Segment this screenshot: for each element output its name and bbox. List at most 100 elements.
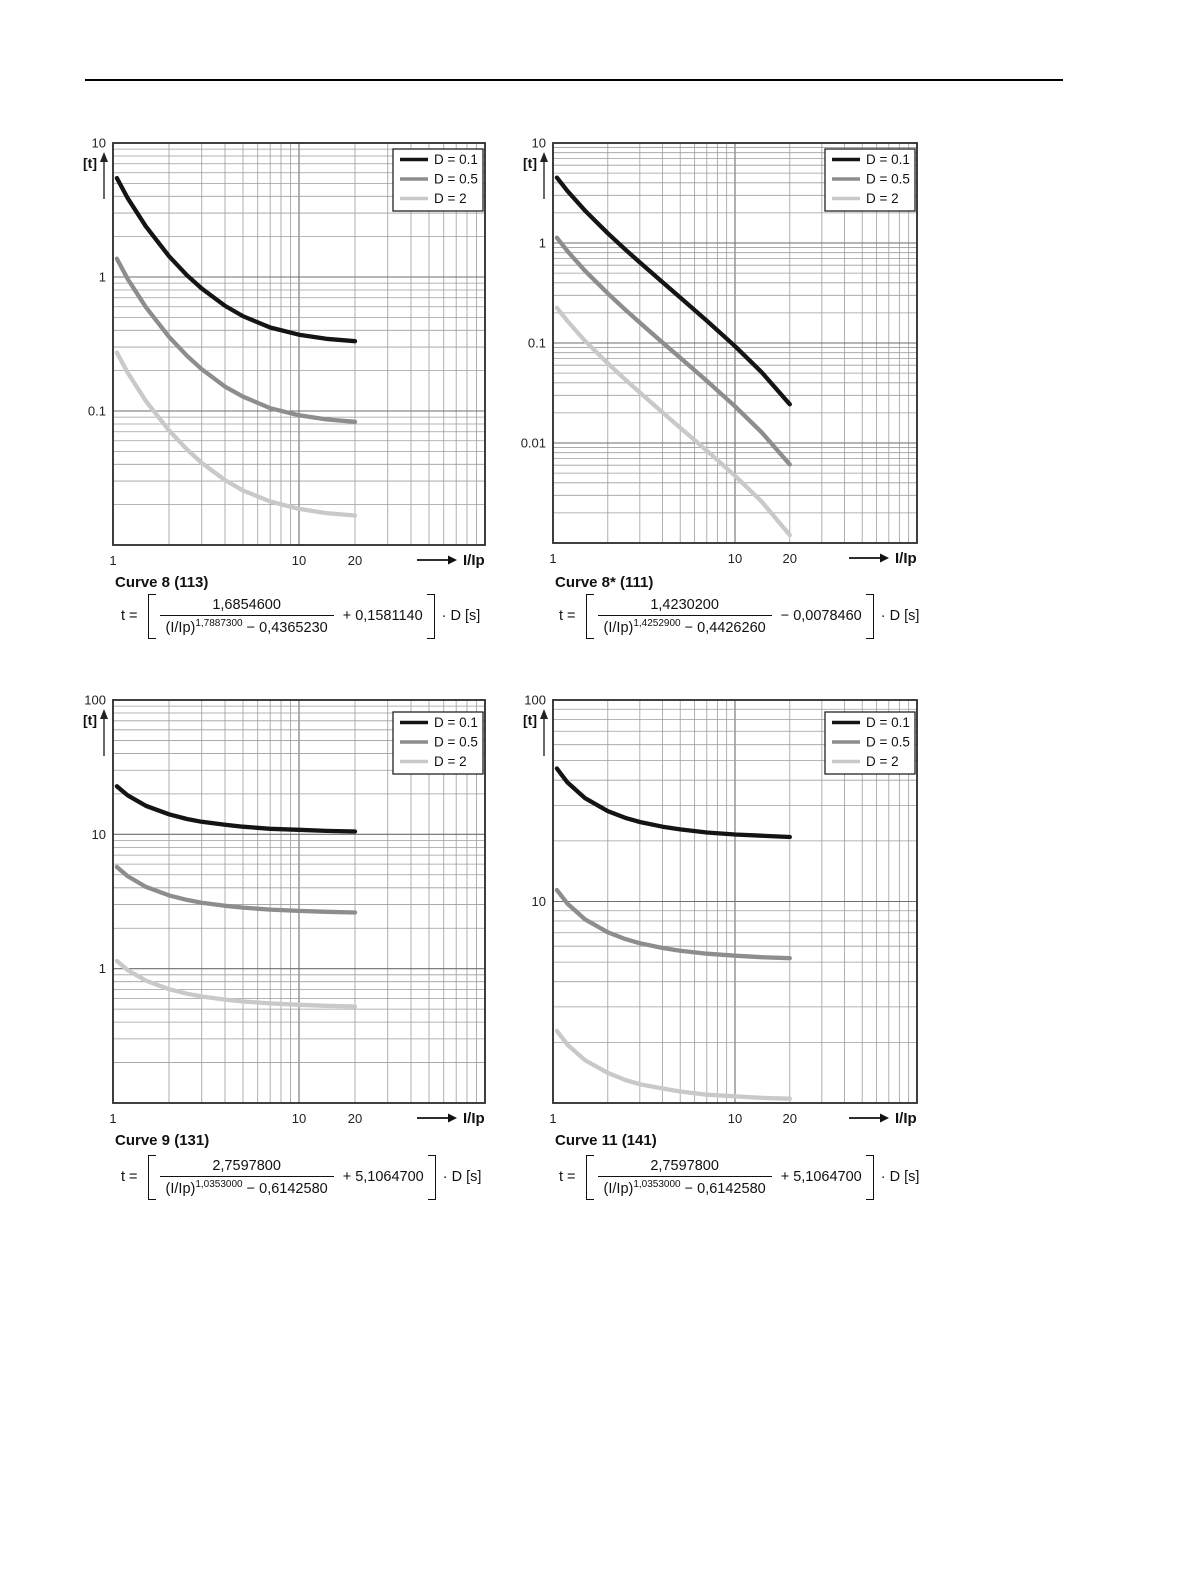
svg-text:10: 10 — [532, 894, 546, 909]
svg-text:[t]: [t] — [523, 155, 537, 171]
left-bracket — [147, 594, 156, 639]
svg-text:1: 1 — [99, 270, 106, 285]
svg-text:D = 2: D = 2 — [434, 754, 467, 769]
plot-curve-9-131: D = 0.1 D = 0.5 D = 2 100 10 1 1 10 20 [t] I/Ip — [83, 693, 486, 1127]
svg-text:1: 1 — [539, 236, 546, 251]
formula-numerator: 2,7597800 — [212, 1158, 281, 1174]
svg-text:I/Ip: I/Ip — [463, 1110, 485, 1127]
formula-curve-11-141: t = 2,7597800 (I/Ip)1,0353000 − 0,614258… — [559, 1155, 919, 1200]
svg-text:0.1: 0.1 — [528, 336, 546, 351]
den-exponent: 1,0353000 — [195, 1179, 243, 1190]
svg-text:1: 1 — [109, 553, 116, 568]
formula-denominator: (I/Ip)1,7887300 − 0,4365230 — [159, 615, 334, 636]
left-bracket — [585, 1155, 594, 1200]
svg-text:10: 10 — [92, 827, 106, 842]
svg-text:D = 0.1: D = 0.1 — [434, 715, 478, 730]
svg-text:10: 10 — [292, 1111, 306, 1126]
formula-addend: + 0,1581140 — [342, 608, 423, 625]
left-bracket — [147, 1155, 156, 1200]
svg-text:D = 0.1: D = 0.1 — [866, 715, 910, 730]
svg-text:10: 10 — [532, 136, 546, 151]
den-rest: − 0,6142580 — [242, 1180, 328, 1197]
svg-text:I/Ip: I/Ip — [895, 550, 917, 567]
left-bracket — [585, 594, 594, 639]
den-rest: − 0,4365230 — [242, 619, 328, 636]
formula-fraction: 1,4230200 (I/Ip)1,4252900 − 0,4426260 — [596, 594, 774, 639]
formula-fraction: 2,7597800 (I/Ip)1,0353000 − 0,6142580 — [596, 1155, 774, 1200]
formula-numerator: 1,4230200 — [650, 597, 719, 613]
svg-text:D = 2: D = 2 — [866, 191, 899, 206]
right-bracket — [426, 594, 435, 639]
chart-title-curve-8-113: Curve 8 (113) — [115, 574, 209, 591]
svg-text:I/Ip: I/Ip — [463, 552, 485, 569]
formula-lhs: t = — [121, 608, 138, 625]
right-bracket — [865, 594, 874, 639]
svg-text:D = 0.5: D = 0.5 — [866, 735, 910, 750]
svg-text:[t]: [t] — [83, 155, 97, 171]
svg-text:1: 1 — [99, 961, 106, 976]
den-exponent: 1,0353000 — [633, 1179, 681, 1190]
svg-text:20: 20 — [783, 551, 797, 566]
svg-text:10: 10 — [728, 551, 742, 566]
den-base: (I/Ip) — [603, 1180, 634, 1197]
right-bracket — [865, 1155, 874, 1200]
svg-text:I/Ip: I/Ip — [895, 1110, 917, 1127]
formula-addend: − 0,0078460 — [780, 608, 862, 625]
svg-text:0.1: 0.1 — [88, 404, 106, 419]
den-base: (I/Ip) — [603, 619, 634, 636]
svg-text:20: 20 — [348, 553, 362, 568]
svg-text:D = 0.5: D = 0.5 — [866, 172, 910, 187]
svg-text:10: 10 — [92, 136, 106, 151]
svg-text:D = 0.1: D = 0.1 — [434, 152, 478, 167]
svg-text:20: 20 — [348, 1111, 362, 1126]
plot-curve-8s-111: D = 0.1 D = 0.5 D = 2 10 1 0.1 0.01 1 10 20 [t] I/I… — [521, 136, 918, 567]
svg-text:10: 10 — [292, 553, 306, 568]
den-base: (I/Ip) — [165, 619, 196, 636]
formula-rhs: · D [s] — [880, 1169, 920, 1186]
chart-title-curve-11-141: Curve 11 (141) — [555, 1132, 657, 1149]
svg-text:20: 20 — [783, 1111, 797, 1126]
formula-lhs: t = — [121, 1169, 138, 1186]
svg-text:[t]: [t] — [83, 712, 97, 728]
formula-lhs: t = — [559, 1169, 576, 1186]
chart-title-curve-8s-111: Curve 8* (111) — [555, 574, 654, 591]
svg-text:D = 2: D = 2 — [866, 754, 899, 769]
formula-curve-8s-111: t = 1,4230200 (I/Ip)1,4252900 − 0,442626… — [559, 594, 919, 639]
formula-rhs: · D [s] — [880, 608, 920, 625]
right-bracket — [427, 1155, 436, 1200]
svg-text:[t]: [t] — [523, 712, 537, 728]
formula-addend: + 5,1064700 — [780, 1169, 862, 1186]
formula-lhs: t = — [559, 608, 576, 625]
svg-text:D = 0.5: D = 0.5 — [434, 172, 478, 187]
formula-numerator: 1,6854600 — [212, 597, 281, 613]
den-rest: − 0,6142580 — [680, 1180, 766, 1197]
formula-numerator: 2,7597800 — [650, 1158, 719, 1174]
den-exponent: 1,7887300 — [195, 618, 243, 629]
formula-rhs: · D [s] — [442, 1169, 482, 1186]
formula-rhs: · D [s] — [441, 608, 481, 625]
svg-text:100: 100 — [524, 693, 546, 708]
svg-text:1: 1 — [549, 1111, 556, 1126]
formula-curve-8-113: t = 1,6854600 (I/Ip)1,7887300 − 0,436523… — [121, 594, 480, 639]
formula-addend: + 5,1064700 — [342, 1169, 424, 1186]
svg-text:D = 0.5: D = 0.5 — [434, 735, 478, 750]
svg-text:1: 1 — [549, 551, 556, 566]
svg-text:100: 100 — [84, 693, 106, 708]
plot-curve-8-113: D = 0.1 D = 0.5 D = 2 10 1 0.1 1 10 20 [t] I/Ip — [83, 136, 486, 569]
svg-text:0.01: 0.01 — [521, 436, 546, 451]
den-rest: − 0,4426260 — [680, 619, 766, 636]
svg-text:D = 2: D = 2 — [434, 191, 467, 206]
formula-denominator: (I/Ip)1,0353000 − 0,6142580 — [597, 1176, 772, 1197]
formula-denominator: (I/Ip)1,0353000 − 0,6142580 — [159, 1176, 334, 1197]
den-base: (I/Ip) — [165, 1180, 196, 1197]
header-rule — [85, 79, 1063, 81]
formula-denominator: (I/Ip)1,4252900 − 0,4426260 — [597, 615, 772, 636]
formula-fraction: 2,7597800 (I/Ip)1,0353000 − 0,6142580 — [158, 1155, 336, 1200]
svg-text:1: 1 — [109, 1111, 116, 1126]
plot-curve-11-141: D = 0.1 D = 0.5 D = 2 100 10 1 10 20 [t] I/Ip — [523, 693, 918, 1127]
formula-curve-9-131: t = 2,7597800 (I/Ip)1,0353000 − 0,614258… — [121, 1155, 481, 1200]
svg-text:D = 0.1: D = 0.1 — [866, 152, 910, 167]
formula-fraction: 1,6854600 (I/Ip)1,7887300 − 0,4365230 — [158, 594, 336, 639]
svg-text:10: 10 — [728, 1111, 742, 1126]
